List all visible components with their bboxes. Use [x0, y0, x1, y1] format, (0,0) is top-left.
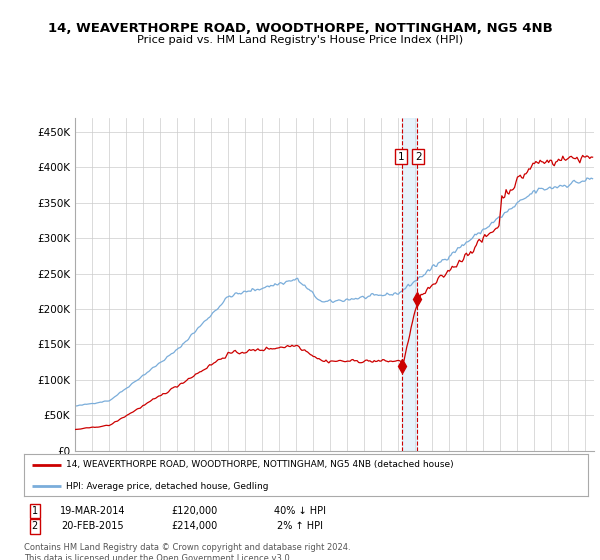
Text: 19-MAR-2014: 19-MAR-2014 [60, 506, 126, 516]
Text: Price paid vs. HM Land Registry's House Price Index (HPI): Price paid vs. HM Land Registry's House … [137, 35, 463, 45]
Text: 2: 2 [415, 152, 422, 162]
Bar [402, 118, 418, 451]
Text: 2% ↑ HPI: 2% ↑ HPI [277, 521, 323, 531]
Text: 14, WEAVERTHORPE ROAD, WOODTHORPE, NOTTINGHAM, NG5 4NB: 14, WEAVERTHORPE ROAD, WOODTHORPE, NOTTI… [47, 22, 553, 35]
Text: HPI: Average price, detached house, Gedling: HPI: Average price, detached house, Gedl… [66, 482, 269, 491]
Text: Contains HM Land Registry data © Crown copyright and database right 2024.
This d: Contains HM Land Registry data © Crown c… [24, 543, 350, 560]
Text: 40% ↓ HPI: 40% ↓ HPI [274, 506, 326, 516]
Text: £214,000: £214,000 [172, 521, 218, 531]
Text: 20-FEB-2015: 20-FEB-2015 [62, 521, 124, 531]
Text: 1: 1 [32, 506, 38, 516]
Text: 2: 2 [32, 521, 38, 531]
Text: 14, WEAVERTHORPE ROAD, WOODTHORPE, NOTTINGHAM, NG5 4NB (detached house): 14, WEAVERTHORPE ROAD, WOODTHORPE, NOTTI… [66, 460, 454, 469]
Text: 1: 1 [398, 152, 404, 162]
Text: £120,000: £120,000 [172, 506, 218, 516]
